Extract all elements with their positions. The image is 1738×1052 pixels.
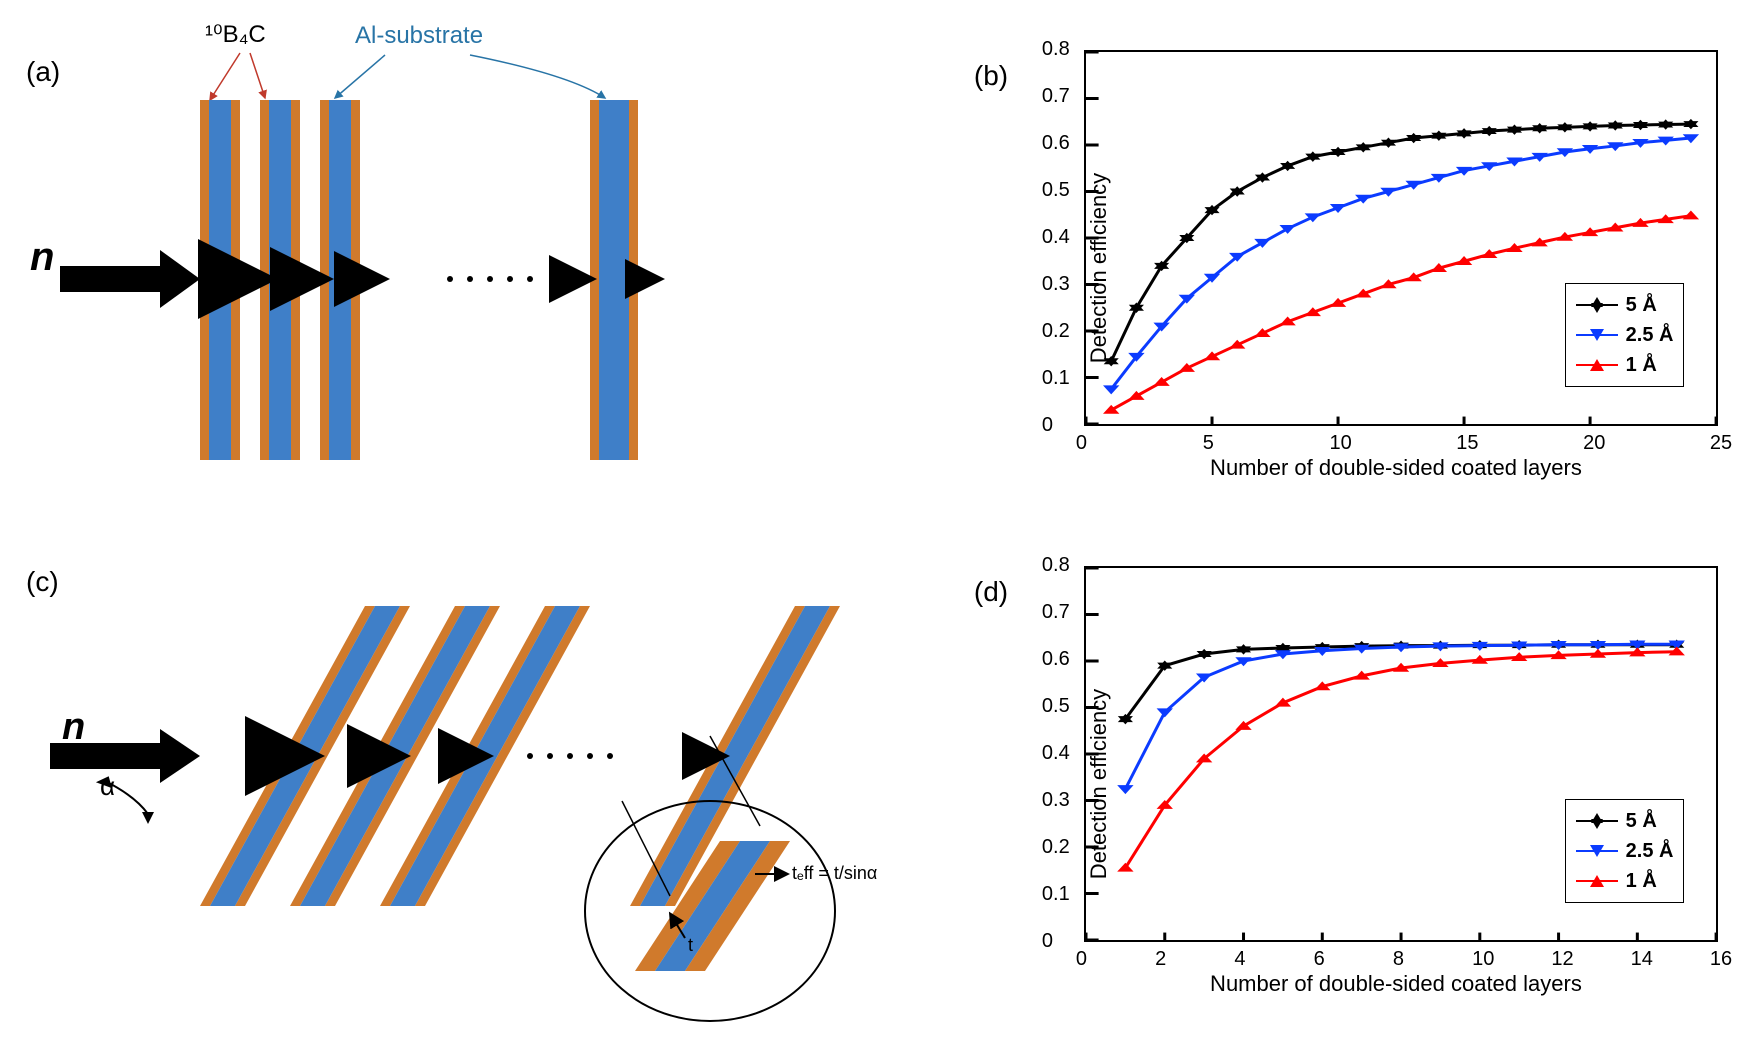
xtick-label: 16 xyxy=(1710,948,1732,971)
chart-b-plotarea: 5 Å 2.5 Å 1 Å xyxy=(1084,50,1718,426)
xtick-label: 10 xyxy=(1329,432,1351,455)
panel-a-diagram: (a) ¹⁰B₄C Al-substrate n xyxy=(20,20,954,516)
legend-row-5A: 5 Å xyxy=(1576,290,1674,320)
ytick-label: 0 xyxy=(1042,414,1053,437)
ytick-label: 0.7 xyxy=(1042,601,1070,624)
legend-row-1A: 1 Å xyxy=(1576,350,1674,380)
legend-5A-label: 5 Å xyxy=(1626,290,1657,320)
xtick-label: 12 xyxy=(1551,948,1573,971)
xtick-label: 5 xyxy=(1203,432,1214,455)
b4c-label: ¹⁰B₄C xyxy=(205,20,266,49)
panel-label-b: (b) xyxy=(974,60,1008,92)
ytick-label: 0.8 xyxy=(1042,554,1070,577)
figure-grid: (a) ¹⁰B₄C Al-substrate n xyxy=(20,20,1718,1032)
ytick-label: 0.1 xyxy=(1042,367,1070,390)
diagram-a-svg xyxy=(50,50,850,470)
ytick-label: 0.2 xyxy=(1042,320,1070,343)
legend-d-2p5A: 2.5 Å xyxy=(1576,836,1674,866)
panel-label-d: (d) xyxy=(974,576,1008,608)
xtick-label: 25 xyxy=(1710,432,1732,455)
t-label-svg: t xyxy=(688,935,693,955)
ytick-label: 0.6 xyxy=(1042,648,1070,671)
diagram-c-svg: tₑff = t/sinα t xyxy=(30,576,930,1036)
legend-1A-label: 1 Å xyxy=(1626,350,1657,380)
chart-b-legend: 5 Å 2.5 Å 1 Å xyxy=(1565,283,1685,387)
xtick-label: 15 xyxy=(1456,432,1478,455)
ytick-label: 0.3 xyxy=(1042,273,1070,296)
panel-b-chart: (b) Detection efficiency Number of doubl… xyxy=(974,20,1738,516)
ytick-label: 0 xyxy=(1042,930,1053,953)
chart-d-plotarea: 5 Å 2.5 Å 1 Å xyxy=(1084,566,1718,942)
panel-c-diagram: (c) n α xyxy=(20,536,954,1032)
teff-label-svg: tₑff = t/sinα xyxy=(792,863,877,883)
ytick-label: 0.4 xyxy=(1042,226,1070,249)
xtick-label: 4 xyxy=(1234,948,1245,971)
al-substrate-label: Al-substrate xyxy=(355,22,483,50)
legend-d-5A-label: 5 Å xyxy=(1626,806,1657,836)
ytick-label: 0.5 xyxy=(1042,695,1070,718)
ytick-label: 0.7 xyxy=(1042,85,1070,108)
legend-d-5A: 5 Å xyxy=(1576,806,1674,836)
chart-b-xlabel: Number of double-sided coated layers xyxy=(1210,455,1582,481)
xtick-label: 2 xyxy=(1155,948,1166,971)
xtick-label: 10 xyxy=(1472,948,1494,971)
legend-d-1A: 1 Å xyxy=(1576,866,1674,896)
xtick-label: 0 xyxy=(1076,948,1087,971)
chart-d-legend: 5 Å 2.5 Å 1 Å xyxy=(1565,799,1685,903)
ytick-label: 0.6 xyxy=(1042,132,1070,155)
ytick-label: 0.3 xyxy=(1042,789,1070,812)
xtick-label: 8 xyxy=(1393,948,1404,971)
ytick-label: 0.2 xyxy=(1042,836,1070,859)
chart-d-xlabel: Number of double-sided coated layers xyxy=(1210,971,1582,997)
xtick-label: 20 xyxy=(1583,432,1605,455)
legend-d-1A-label: 1 Å xyxy=(1626,866,1657,896)
xtick-label: 14 xyxy=(1631,948,1653,971)
legend-d-2p5A-label: 2.5 Å xyxy=(1626,836,1674,866)
ytick-label: 0.5 xyxy=(1042,179,1070,202)
legend-row-2p5A: 2.5 Å xyxy=(1576,320,1674,350)
xtick-label: 6 xyxy=(1314,948,1325,971)
ytick-label: 0.4 xyxy=(1042,742,1070,765)
xtick-label: 0 xyxy=(1076,432,1087,455)
ytick-label: 0.8 xyxy=(1042,38,1070,61)
legend-2p5A-label: 2.5 Å xyxy=(1626,320,1674,350)
ytick-label: 0.1 xyxy=(1042,883,1070,906)
panel-d-chart: (d) Detection efficiency Number of doubl… xyxy=(974,536,1738,1032)
